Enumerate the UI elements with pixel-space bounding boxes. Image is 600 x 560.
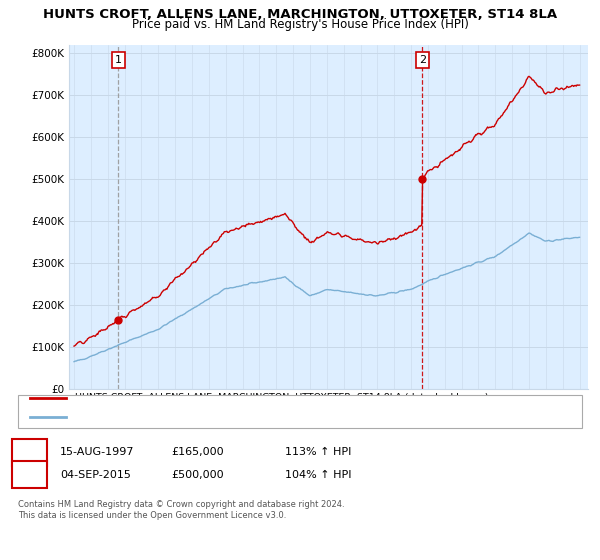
Text: 113% ↑ HPI: 113% ↑ HPI (285, 447, 352, 458)
Text: 04-SEP-2015: 04-SEP-2015 (60, 470, 131, 480)
Text: HUNTS CROFT, ALLENS LANE, MARCHINGTON, UTTOXETER, ST14 8LA: HUNTS CROFT, ALLENS LANE, MARCHINGTON, U… (43, 8, 557, 21)
Text: 1: 1 (115, 55, 122, 65)
Text: 2: 2 (25, 468, 34, 482)
Text: 104% ↑ HPI: 104% ↑ HPI (285, 470, 352, 480)
Text: £500,000: £500,000 (171, 470, 224, 480)
Text: Contains HM Land Registry data © Crown copyright and database right 2024.
This d: Contains HM Land Registry data © Crown c… (18, 500, 344, 520)
Text: Price paid vs. HM Land Registry's House Price Index (HPI): Price paid vs. HM Land Registry's House … (131, 18, 469, 31)
Text: 1: 1 (25, 446, 34, 459)
Text: HPI: Average price, detached house, East Staffordshire: HPI: Average price, detached house, East… (75, 413, 336, 422)
Text: 15-AUG-1997: 15-AUG-1997 (60, 447, 134, 458)
Text: HUNTS CROFT, ALLENS LANE, MARCHINGTON, UTTOXETER, ST14 8LA (detached house): HUNTS CROFT, ALLENS LANE, MARCHINGTON, U… (75, 393, 488, 402)
Text: £165,000: £165,000 (171, 447, 224, 458)
Text: 2: 2 (419, 55, 426, 65)
